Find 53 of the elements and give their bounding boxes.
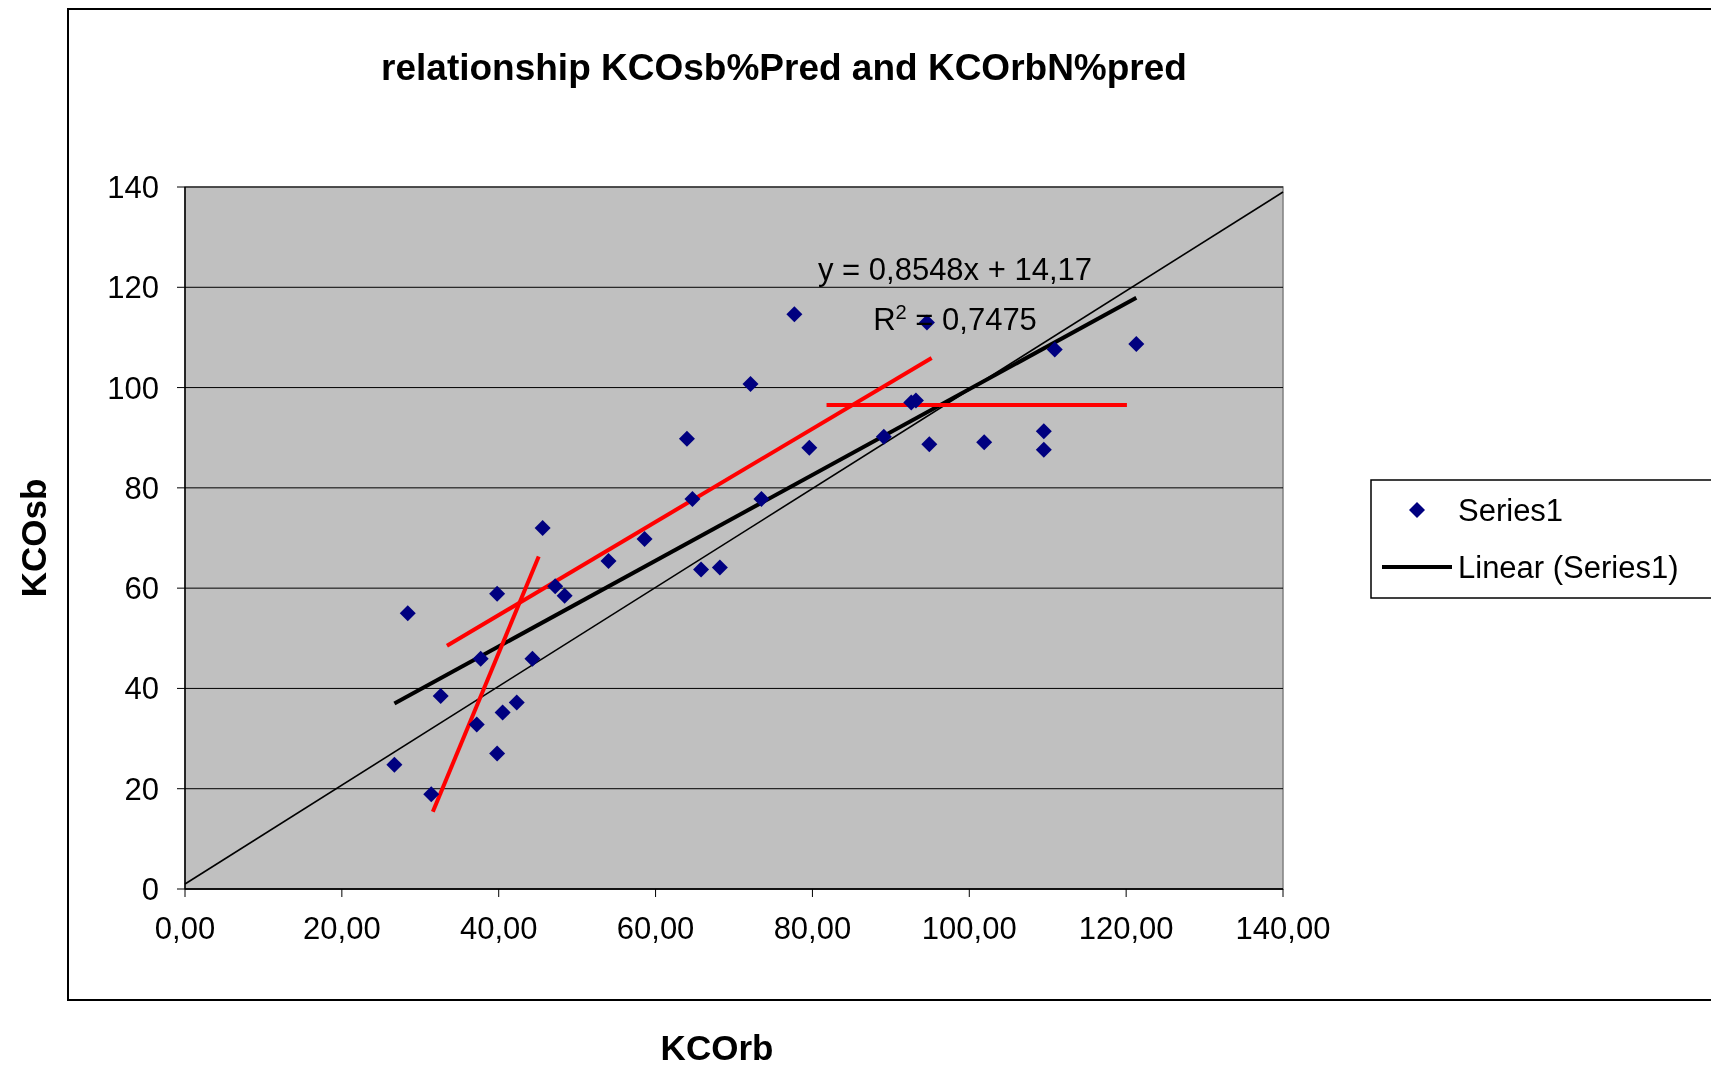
point: [489, 585, 506, 602]
x-tick-label: 100,00: [921, 911, 1017, 946]
legend-label: Linear (Series1): [1458, 550, 1679, 585]
point: [711, 559, 728, 576]
point: [524, 650, 541, 667]
point: [423, 786, 440, 803]
y-tick-label: 100: [107, 370, 159, 406]
point: [472, 650, 489, 667]
point: [494, 704, 511, 721]
chart-title: relationship KCOsb%Pred and KCOrbN%pred: [381, 47, 1187, 88]
point: [976, 434, 993, 451]
point: [399, 605, 416, 622]
y-tick-label: 60: [124, 571, 159, 607]
point: [468, 716, 485, 733]
point: [684, 490, 701, 507]
y-axis-title: KCOsb: [14, 478, 53, 598]
point: [534, 519, 551, 536]
point: [508, 694, 525, 711]
point: [556, 587, 573, 604]
legend-label: Series1: [1458, 493, 1564, 528]
y-tick-label: 80: [124, 470, 159, 506]
annotation: y = 0,8548x + 14,17: [817, 252, 1093, 287]
point: [386, 756, 403, 773]
x-tick-label: 0,00: [154, 911, 216, 946]
point: [875, 428, 892, 445]
y-tick-label: 20: [124, 771, 159, 807]
point: [489, 745, 506, 762]
x-axis-title: KCOrb: [660, 1028, 774, 1066]
point: [600, 553, 617, 570]
y-tick-label: 140: [107, 170, 159, 205]
x-tick-label: 60,00: [616, 911, 695, 946]
x-tick-label: 40,00: [459, 911, 538, 946]
x-tick-label: 80,00: [773, 911, 852, 946]
x-tick-label: 120,00: [1078, 911, 1174, 946]
point: [1035, 423, 1052, 440]
y-tick-label: 120: [107, 270, 159, 306]
point: [678, 430, 695, 447]
point: [921, 436, 938, 453]
point: [432, 687, 449, 704]
point: [742, 376, 759, 393]
point: [1046, 341, 1063, 358]
point: [636, 531, 653, 547]
x-tick-label: 140,00: [1235, 911, 1331, 946]
point: [786, 306, 803, 323]
y-tick-label: 40: [124, 671, 159, 707]
point: [693, 561, 710, 578]
point: [753, 490, 770, 507]
point: [1128, 335, 1145, 352]
point: [1035, 441, 1052, 458]
x-tick-label: 20,00: [303, 911, 381, 946]
y-tick-label: 0: [141, 872, 159, 907]
point: [801, 439, 818, 456]
point: [547, 578, 564, 595]
